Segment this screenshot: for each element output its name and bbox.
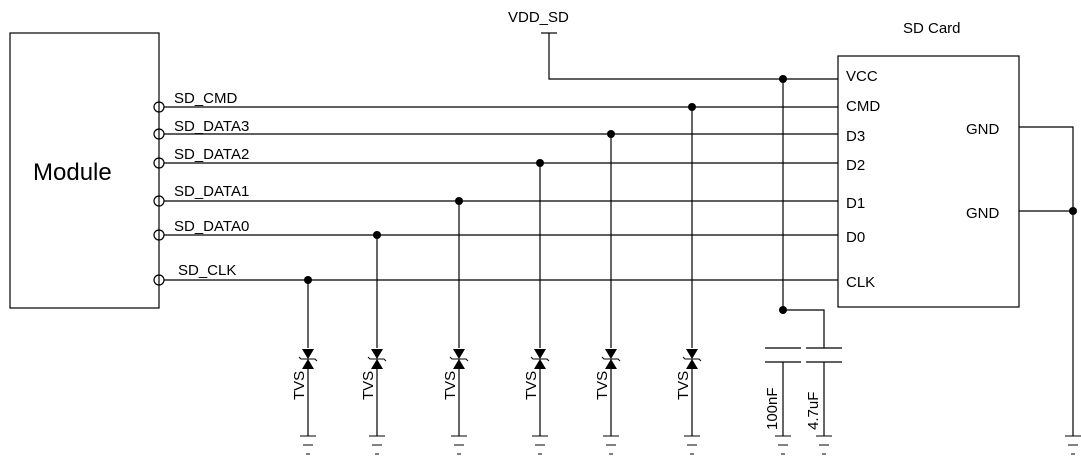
pin-label-cmd: CMD	[846, 98, 880, 115]
signal-label-sd-data1: SD_DATA1	[174, 183, 249, 200]
vcc-junction-dot	[779, 75, 787, 83]
tvs-diode-2: TVS	[360, 349, 387, 455]
tvs-diode-3: TVS	[442, 349, 469, 455]
tvs-diode-5: TVS	[594, 349, 621, 455]
tvs-upper-triangle	[302, 349, 314, 359]
module-box	[9, 32, 160, 309]
tvs-label: TVS	[594, 371, 611, 400]
tvs-lower-triangle	[302, 359, 314, 369]
pin-label-d1: D1	[846, 195, 865, 212]
tvs-upper-triangle	[371, 349, 383, 359]
signal-label-sd-cmd: SD_CMD	[174, 90, 238, 107]
pin-label-gnd-1: GND	[966, 121, 1000, 138]
cap2-top-wire	[783, 309, 825, 348]
tvs-diode-1: TVS	[291, 349, 318, 455]
tvs-lower-triangle	[605, 359, 617, 369]
tvs-diode-6: TVS	[675, 349, 702, 455]
tvs-label: TVS	[291, 371, 308, 400]
tvs-label: TVS	[442, 371, 459, 400]
tvs-upper-triangle	[453, 349, 465, 359]
capacitor-100nf: 100nF	[764, 347, 801, 455]
sd-card-title: SD Card	[903, 20, 961, 37]
pin-label-clk: CLK	[846, 274, 875, 291]
signal-label-sd-data3: SD_DATA3	[174, 118, 249, 135]
module-label: Module	[33, 159, 112, 186]
pin-label-gnd-2: GND	[966, 205, 1000, 222]
tvs-diode-4: TVS	[523, 349, 550, 455]
vdd-label: VDD_SD	[508, 9, 569, 26]
capacitor-4-7uf: 4.7uF	[805, 347, 842, 455]
tvs-label: TVS	[360, 371, 377, 400]
net-sd-data1: SD_DATA1	[153, 183, 838, 348]
pin-label-vcc: VCC	[846, 68, 878, 85]
signal-label-sd-data2: SD_DATA2	[174, 146, 249, 163]
tvs-lower-triangle	[686, 359, 698, 369]
tvs-upper-triangle	[534, 349, 546, 359]
tvs-upper-triangle	[605, 349, 617, 359]
signal-label-sd-data0: SD_DATA0	[174, 218, 249, 235]
module-block: Module	[9, 32, 160, 309]
tvs-label: TVS	[675, 371, 692, 400]
tvs-lower-triangle	[371, 359, 383, 369]
vdd-wire	[548, 33, 838, 80]
pin-label-d0: D0	[846, 229, 865, 246]
tvs-bar	[530, 356, 550, 362]
net-sd-data0: SD_DATA0	[153, 218, 838, 348]
tvs-bar	[682, 356, 702, 362]
tvs-upper-triangle	[686, 349, 698, 359]
gnd-junction-dot	[1069, 207, 1077, 215]
cap-label-100nf: 100nF	[764, 387, 781, 430]
tvs-lower-triangle	[453, 359, 465, 369]
net-sd-clk: SD_CLK	[153, 262, 838, 348]
net-sd-data3: SD_DATA3	[153, 118, 838, 348]
pin-label-d2: D2	[846, 157, 865, 174]
tvs-bar	[298, 356, 318, 362]
net-sd-data2: SD_DATA2	[153, 146, 838, 348]
sd-card-block: SD Card VCC CMD D3 D2 D1 D0 CLK GND GND	[837, 20, 1020, 308]
pin-label-d3: D3	[846, 128, 865, 145]
net-sd-cmd: SD_CMD	[153, 90, 838, 348]
cap-label-4-7uf: 4.7uF	[805, 392, 822, 430]
signal-label-sd-clk: SD_CLK	[178, 262, 236, 279]
sd-card-box	[837, 55, 1020, 308]
tvs-label: TVS	[523, 371, 540, 400]
gnd-wire-1	[1019, 126, 1074, 436]
tvs-bar	[367, 356, 387, 362]
tvs-bar	[601, 356, 621, 362]
tvs-bar	[449, 356, 469, 362]
tvs-lower-triangle	[534, 359, 546, 369]
vdd-power-net: VDD_SD	[508, 9, 838, 348]
sd-card-ground-net	[1019, 126, 1081, 455]
